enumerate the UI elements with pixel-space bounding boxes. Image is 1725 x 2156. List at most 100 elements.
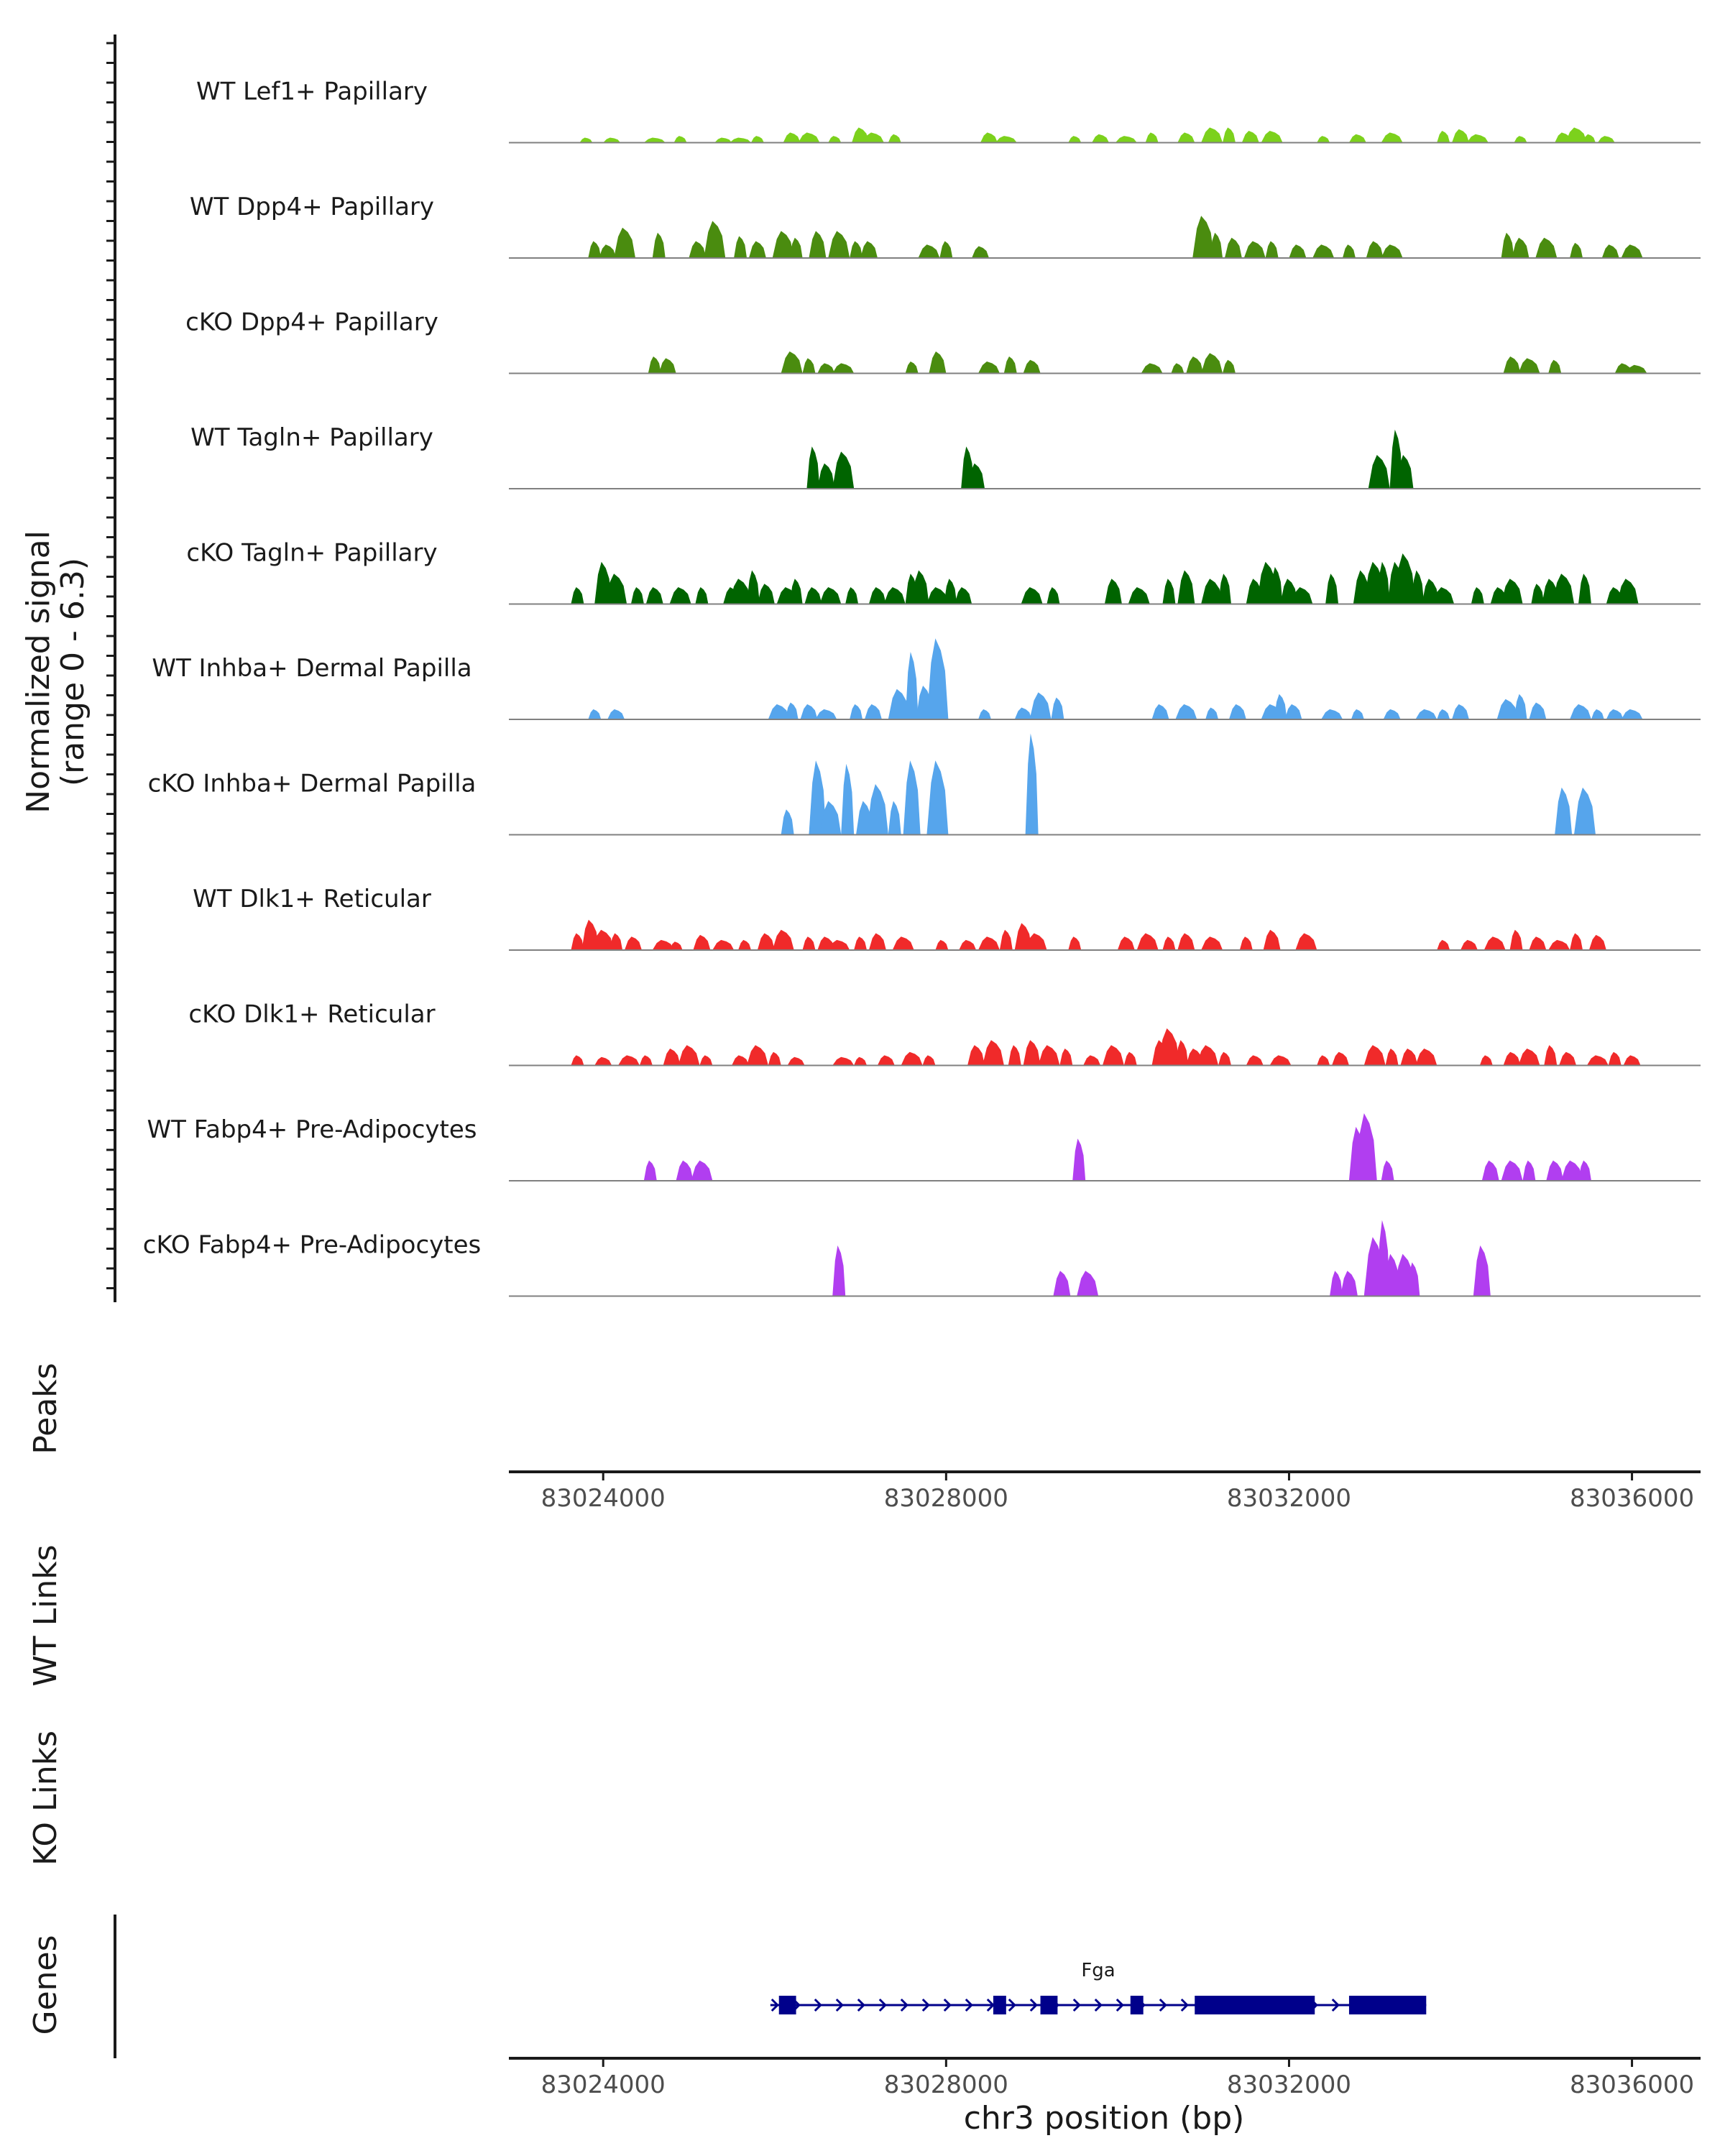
signal-peak — [1578, 573, 1591, 604]
signal-peak — [1548, 359, 1562, 374]
signal-peak — [789, 237, 803, 258]
signal-peak — [800, 704, 818, 719]
track-label: WT Inhba+ Dermal Papilla — [152, 654, 472, 683]
signal-peak — [1269, 1055, 1292, 1066]
signal-peak — [1522, 1160, 1536, 1181]
signal-peak — [645, 587, 663, 604]
gene-exon — [1130, 1996, 1144, 2014]
signal-peak — [978, 709, 992, 719]
signal-peak — [1162, 579, 1176, 604]
signal-peak — [1340, 1271, 1358, 1296]
x-tick-label: 83024000 — [541, 1484, 666, 1513]
signal-peak — [1317, 136, 1330, 143]
signal-peak — [862, 132, 884, 143]
signal-peak — [926, 638, 949, 719]
signal-peak — [926, 760, 949, 835]
signal-peak — [1452, 129, 1470, 143]
signal-peak — [1115, 136, 1137, 143]
signal-peak — [732, 1055, 750, 1066]
signal-peak — [1083, 1055, 1101, 1066]
signal-peak — [939, 241, 953, 258]
signal-peak — [1396, 455, 1414, 489]
signal-peak — [1186, 356, 1204, 374]
signal-peak — [1025, 933, 1047, 950]
signal-peak — [1552, 573, 1575, 604]
signal-peak — [603, 137, 621, 143]
signal-peak — [652, 939, 674, 950]
track-label: WT Fabp4+ Pre-Adipocytes — [147, 1115, 477, 1144]
signal-peak — [1582, 134, 1596, 143]
signal-peak — [1201, 127, 1223, 143]
signal-peak — [1201, 579, 1223, 604]
signal-peak — [1546, 1160, 1564, 1181]
signal-peak — [815, 709, 837, 719]
signal-peak — [1394, 553, 1416, 604]
signal-peak — [1171, 363, 1184, 374]
signal-peak — [757, 584, 775, 604]
signal-peak — [639, 1055, 653, 1066]
genes-track-label: Genes — [27, 1935, 64, 2035]
signal-peak — [1501, 232, 1514, 258]
signal-peak — [1570, 242, 1583, 258]
track: WT Dpp4+ Papillary — [190, 193, 1701, 259]
signal-peak — [789, 579, 803, 604]
signal-peak — [1046, 587, 1060, 604]
signal-peak — [866, 784, 888, 835]
track: cKO Dpp4+ Papillary — [185, 308, 1701, 374]
signal-peak — [1383, 709, 1401, 719]
signal-peak — [1366, 241, 1384, 258]
track-label: cKO Inhba+ Dermal Papilla — [148, 770, 477, 798]
signal-peak — [868, 587, 886, 604]
track-label: WT Tagln+ Papillary — [190, 423, 433, 452]
signal-peak — [1321, 709, 1343, 719]
x-tick-label: 83032000 — [1227, 2070, 1351, 2099]
signal-peak — [1437, 709, 1450, 719]
signal-peak — [817, 363, 835, 374]
signal-peak — [978, 361, 1000, 374]
signal-peak — [967, 463, 985, 489]
signal-peak — [1415, 709, 1438, 719]
signal-peak — [1243, 241, 1266, 258]
signal-peak — [1376, 561, 1390, 604]
signal-peak — [905, 652, 919, 719]
signal-peak — [1014, 707, 1032, 719]
signal-peak — [1597, 136, 1615, 143]
signal-peak — [1535, 237, 1558, 258]
signal-peak — [854, 936, 868, 950]
signal-peak — [802, 936, 816, 950]
signal-peak — [972, 246, 990, 258]
signal-peak — [1381, 244, 1403, 258]
signal-peak — [1117, 936, 1135, 950]
signal-peak — [1068, 936, 1082, 950]
track-label: cKO Dlk1+ Reticular — [188, 1000, 435, 1029]
signal-peak — [588, 241, 602, 258]
signal-peak — [1559, 1051, 1577, 1066]
signal-peak — [1512, 237, 1530, 258]
signal-peak — [959, 939, 977, 950]
signal-peak — [1503, 356, 1521, 374]
signal-peak — [1496, 699, 1519, 719]
signal-peak — [1177, 570, 1195, 604]
coverage-tracks: WT Lef1+ Papillary WT Dpp4+ Papillary cKO … — [143, 78, 1701, 1297]
track-label: cKO Dpp4+ Papillary — [185, 308, 438, 337]
signal-peak — [1059, 1049, 1073, 1066]
signal-peak — [730, 137, 752, 143]
signal-peak — [581, 919, 599, 950]
signal-peak — [594, 1056, 612, 1066]
signal-peak — [888, 688, 910, 719]
track: WT Fabp4+ Pre-Adipocytes — [147, 1113, 1701, 1181]
gene-exon — [993, 1996, 1006, 2014]
signal-peak — [579, 137, 593, 143]
signal-peak — [954, 587, 972, 604]
signal-peak — [787, 1056, 805, 1066]
signal-peak — [1355, 1113, 1377, 1181]
track: cKO Tagln+ Papillary — [186, 539, 1701, 605]
signal-peak — [1330, 1271, 1343, 1296]
wt-links-track-label: WT Links — [27, 1544, 64, 1686]
signal-peak — [922, 1055, 936, 1066]
signal-peak — [746, 1045, 768, 1066]
signal-peak — [1368, 455, 1390, 489]
signal-peak — [1136, 933, 1159, 950]
signal-peak — [804, 587, 822, 604]
